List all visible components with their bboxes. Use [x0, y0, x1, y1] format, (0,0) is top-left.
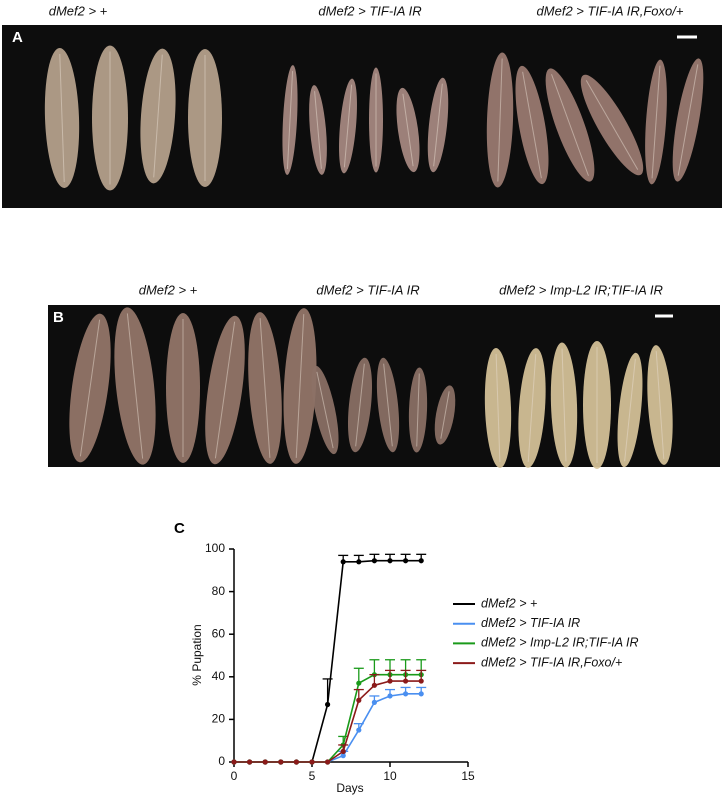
point: [340, 559, 346, 565]
point: [340, 753, 346, 759]
point: [278, 759, 284, 765]
larva-line: [59, 54, 65, 182]
point: [325, 701, 331, 708]
point: [340, 748, 346, 754]
larva-line: [655, 351, 665, 459]
larva-line: [440, 391, 450, 439]
larva-line: [355, 363, 365, 447]
larva-line: [286, 71, 294, 169]
point: [387, 558, 393, 564]
larva-line: [522, 71, 542, 179]
point: [387, 693, 393, 699]
legend-label: dMef2 > TIF-IA IR: [481, 616, 580, 630]
point: [309, 759, 315, 765]
larva-line: [314, 91, 322, 169]
larva-line: [383, 363, 393, 447]
larva-line: [624, 358, 636, 462]
larva-line: [497, 58, 503, 182]
caption: dMef2 > Imp-L2 IR;TIF-IA IR: [499, 282, 663, 297]
larva-line: [316, 371, 334, 449]
point: [418, 558, 424, 564]
larvae: [44, 45, 704, 469]
larva-line: [527, 354, 537, 462]
larva-line: [126, 313, 144, 459]
caption: dMef2 > TIF-IA IR,Foxo/+: [537, 3, 684, 18]
larva-line: [259, 318, 271, 458]
y-tick-label: 0: [218, 754, 225, 768]
point: [371, 682, 377, 688]
larva-line: [433, 83, 443, 167]
caption: dMef2 > +: [49, 3, 108, 18]
larva-line: [677, 64, 699, 176]
x-axis-label: Days: [336, 781, 363, 795]
y-tick-label: 80: [212, 584, 226, 598]
x-tick-label: 10: [383, 769, 397, 783]
point: [403, 678, 409, 684]
larva-line: [295, 314, 305, 458]
panel-label: B: [53, 309, 64, 326]
point: [403, 558, 409, 564]
x-tick-label: 5: [309, 769, 316, 783]
panel-label: C: [174, 520, 185, 537]
error-bar: [322, 678, 333, 705]
legend-label: dMef2 > TIF-IA IR,Foxo/+: [481, 655, 622, 669]
y-axis-label: % Pupation: [190, 624, 204, 685]
point: [418, 691, 424, 697]
larva-line: [561, 348, 567, 462]
larva-line: [551, 74, 589, 176]
point: [325, 759, 331, 765]
point: [262, 759, 268, 765]
caption: dMef2 > TIF-IA IR: [316, 282, 419, 297]
point: [231, 759, 237, 765]
legend-label: dMef2 > +: [481, 596, 537, 610]
larva-line: [402, 93, 414, 167]
larva-line: [153, 54, 163, 178]
y-tick-label: 40: [212, 669, 226, 683]
point: [371, 699, 377, 705]
larva-line: [343, 84, 353, 168]
panel-label: A: [12, 29, 23, 46]
larva-line: [416, 373, 420, 447]
larva-line: [585, 80, 639, 170]
y-tick-label: 20: [212, 712, 226, 726]
legend-label: dMef2 > Imp-L2 IR;TIF-IA IR: [481, 636, 639, 650]
series-line: [234, 559, 422, 763]
y-tick-label: 60: [212, 626, 226, 640]
caption: dMef2 > +: [139, 282, 198, 297]
point: [387, 678, 393, 684]
y-tick-label: 100: [205, 541, 225, 555]
point: [293, 759, 299, 765]
x-tick-label: 0: [231, 769, 238, 783]
caption: dMef2 > TIF-IA IR: [318, 3, 421, 18]
x-tick-label: 15: [461, 769, 475, 783]
point: [356, 697, 362, 703]
point: [356, 680, 362, 686]
point: [356, 559, 362, 565]
larva-line: [651, 65, 661, 179]
larva-line: [495, 354, 501, 462]
larva-line: [79, 319, 101, 457]
point: [247, 759, 253, 765]
point: [403, 691, 409, 697]
point: [418, 678, 424, 684]
point: [371, 558, 377, 564]
larva-line: [214, 321, 236, 459]
point: [356, 727, 362, 733]
